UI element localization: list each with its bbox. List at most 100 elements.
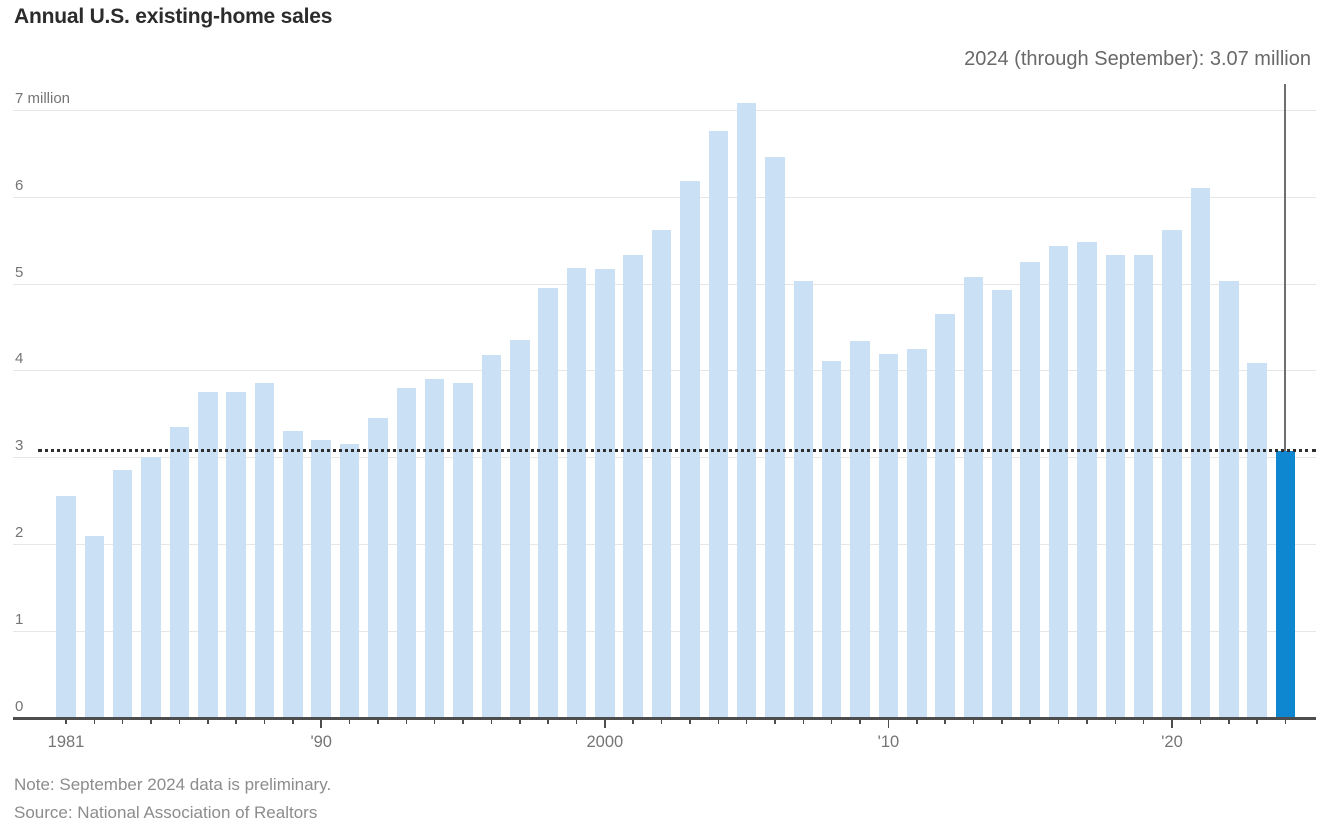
x-tick-1992 [377,719,379,724]
bar-2015 [1020,261,1040,718]
x-tick-1983 [121,719,124,724]
x-axis-label-2020: '20 [1161,733,1183,751]
x-tick-2018 [1114,719,1117,724]
y-axis-label-2: 2 [15,524,24,542]
y-axis-label-6: 6 [15,176,24,194]
bar-2012 [935,313,955,718]
x-axis-label-1990: '90 [310,733,332,751]
bar-2017 [1077,241,1097,718]
bar-1993 [396,387,417,718]
x-tick-1991 [348,719,351,724]
bar-1995 [453,383,473,718]
x-tick-1998 [547,719,549,724]
y-axis-label-1: 1 [15,611,24,629]
bar-1988 [254,383,275,718]
bar-1985 [169,426,190,718]
bar-2011 [907,348,927,718]
bar-2024 [1275,451,1296,718]
x-tick-2012 [944,719,946,724]
bar-1996 [481,354,502,718]
x-tick-2005 [745,719,748,724]
x-axis-label-1981: 1981 [47,733,85,751]
bar-1997 [510,339,530,718]
bar-2014 [992,289,1012,718]
x-tick-2003 [689,719,691,724]
bar-2010 [878,353,899,718]
bar-2006 [765,157,785,718]
bar-2005 [736,102,757,718]
x-tick-1990 [320,719,322,728]
bar-1982 [84,535,105,718]
chart-source: Source: National Association of Realtors [14,803,318,822]
x-tick-2021 [1199,719,1202,724]
x-tick-2011 [916,719,918,724]
x-tick-2022 [1228,719,1230,724]
y-axis-label-4: 4 [15,350,24,368]
x-tick-2000 [604,719,606,728]
bar-1987 [226,392,246,718]
x-tick-2010 [887,719,890,728]
x-tick-2006 [774,719,776,724]
x-tick-2019 [1142,719,1145,724]
bar-2018 [1105,254,1126,718]
x-tick-1985 [178,719,181,724]
x-tick-2016 [1057,719,1060,724]
chart-footnotes: Note: September 2024 data is preliminary… [14,771,331,827]
bar-2021 [1190,187,1211,718]
x-tick-1989 [292,719,294,724]
bar-2009 [850,340,870,718]
x-tick-1999 [575,719,578,724]
x-tick-2002 [660,719,663,724]
bar-1998 [538,287,558,718]
bar-1991 [339,444,360,718]
x-tick-1984 [150,719,152,724]
chart-note: Note: September 2024 data is preliminary… [14,775,332,794]
y-axis-label-0: 0 [15,698,24,715]
bar-2002 [651,229,672,718]
bar-1994 [424,379,445,718]
x-tick-2008 [830,719,833,724]
x-tick-2009 [859,719,861,724]
x-tick-1993 [405,719,408,724]
bar-2007 [793,280,814,718]
x-tick-2024 [1284,719,1287,724]
bar-1990 [311,439,331,718]
bar-2001 [623,254,643,718]
x-tick-2004 [717,719,720,724]
x-tick-1988 [263,719,266,724]
bar-1999 [566,267,587,718]
x-tick-2020 [1171,719,1173,728]
bar-2013 [963,276,984,718]
x-tick-2014 [1001,719,1003,724]
x-tick-1997 [519,719,521,724]
x-tick-1996 [490,719,493,724]
x-tick-2007 [802,719,805,724]
bar-1986 [198,392,218,718]
y-axis-label-5: 5 [15,263,24,281]
x-tick-2015 [1029,719,1031,724]
bar-1989 [283,431,303,718]
x-tick-2017 [1086,719,1088,724]
bar-2019 [1133,254,1154,718]
bar-1992 [368,418,388,718]
x-tick-1987 [235,719,237,724]
y-gridline-7 [13,109,1316,111]
bar-2008 [821,360,842,718]
bar-1984 [141,457,161,718]
x-tick-1981 [65,719,67,724]
x-tick-1995 [462,719,464,724]
y-axis-label-3: 3 [15,437,24,455]
annotation-pointer-line [1283,84,1286,452]
bar-2023 [1247,362,1267,718]
x-tick-2023 [1256,719,1258,724]
chart-title: Annual U.S. existing-home sales [14,5,333,28]
x-tick-2001 [632,719,634,724]
bar-2016 [1048,246,1069,718]
reference-line [38,449,1316,453]
x-axis-line [13,717,1316,720]
y-axis-label-7: 7 million [15,89,71,107]
x-axis-label-2000: 2000 [586,733,624,751]
bar-2000 [595,268,615,718]
y-gridline-6 [13,196,1316,198]
